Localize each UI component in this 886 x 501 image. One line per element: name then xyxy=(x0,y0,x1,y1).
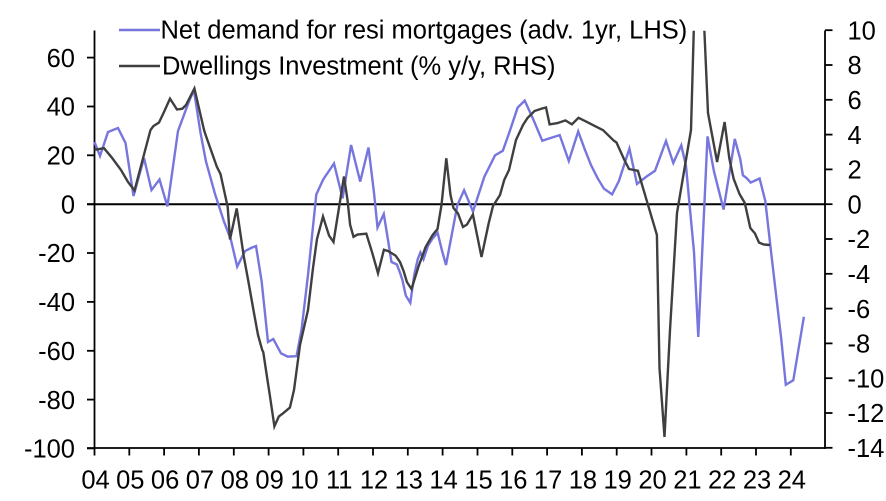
svg-text:14: 14 xyxy=(429,467,457,495)
svg-text:-8: -8 xyxy=(848,331,871,359)
svg-text:11: 11 xyxy=(326,467,352,495)
svg-text:05: 05 xyxy=(116,467,144,495)
svg-text:22: 22 xyxy=(708,467,736,495)
svg-text:24: 24 xyxy=(778,467,806,495)
svg-text:6: 6 xyxy=(848,87,862,115)
svg-text:2: 2 xyxy=(848,157,862,185)
svg-text:Dwellings Investment (% y/y, R: Dwellings Investment (% y/y, RHS) xyxy=(162,53,555,81)
svg-text:13: 13 xyxy=(395,467,423,495)
svg-text:0: 0 xyxy=(61,191,75,219)
svg-text:10: 10 xyxy=(290,467,318,495)
svg-text:07: 07 xyxy=(186,467,214,495)
svg-text:06: 06 xyxy=(151,467,179,495)
svg-text:-100: -100 xyxy=(24,436,75,464)
svg-text:4: 4 xyxy=(848,122,862,150)
svg-text:Net demand for resi mortgages: Net demand for resi mortgages (adv. 1yr,… xyxy=(161,17,688,45)
svg-text:10: 10 xyxy=(848,17,876,45)
svg-text:-12: -12 xyxy=(848,400,885,428)
svg-text:0: 0 xyxy=(848,191,862,219)
svg-text:-6: -6 xyxy=(848,296,871,324)
svg-text:-20: -20 xyxy=(38,240,75,268)
svg-text:20: 20 xyxy=(47,143,75,171)
svg-text:-14: -14 xyxy=(848,435,885,463)
svg-text:-40: -40 xyxy=(38,289,75,317)
svg-text:09: 09 xyxy=(255,467,283,495)
svg-text:19: 19 xyxy=(604,467,632,495)
svg-text:40: 40 xyxy=(47,94,75,122)
svg-text:12: 12 xyxy=(360,467,388,495)
svg-text:20: 20 xyxy=(638,467,666,495)
svg-text:-80: -80 xyxy=(38,387,75,415)
svg-text:17: 17 xyxy=(534,467,562,495)
svg-text:23: 23 xyxy=(743,467,771,495)
svg-text:16: 16 xyxy=(499,467,527,495)
svg-text:60: 60 xyxy=(47,45,75,73)
svg-text:-2: -2 xyxy=(848,226,871,254)
svg-text:08: 08 xyxy=(221,467,249,495)
svg-text:04: 04 xyxy=(81,467,109,495)
svg-text:21: 21 xyxy=(673,467,701,495)
svg-text:-60: -60 xyxy=(38,338,75,366)
svg-text:8: 8 xyxy=(848,52,862,80)
svg-text:-10: -10 xyxy=(848,365,885,393)
svg-text:15: 15 xyxy=(464,467,492,495)
svg-text:18: 18 xyxy=(569,467,597,495)
svg-text:-4: -4 xyxy=(848,261,871,289)
